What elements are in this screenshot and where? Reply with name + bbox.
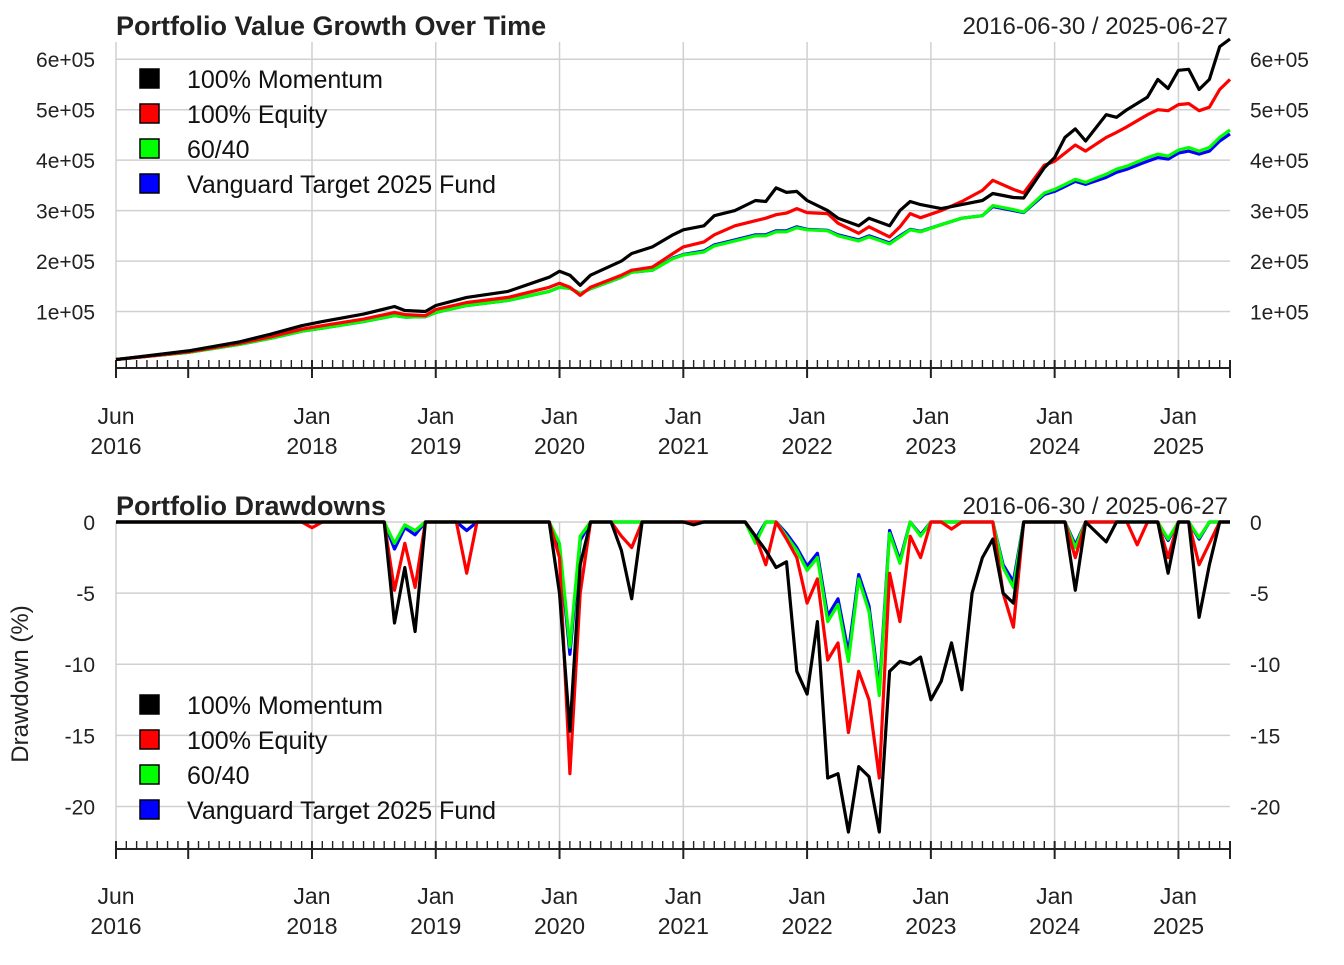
legend-label: 100% Equity [187, 727, 328, 755]
x-tick-label: 2019 [410, 913, 461, 939]
x-tick-label: Jan [1160, 403, 1197, 429]
x-tick-label: Jan [789, 403, 826, 429]
x-tick-label: 2021 [658, 913, 709, 939]
series-line-vanguard-target-2025-fund [115, 132, 1231, 362]
legend-label: 100% Equity [187, 101, 328, 129]
legend-label: Vanguard Target 2025 Fund [187, 797, 496, 825]
y-tick-label-right: 1e+05 [1250, 302, 1309, 325]
chart-panel-2: Jun 2016 Jan 2018 Jan 2019 Jan 2020 Jan 2021 Jan 20… [7, 491, 1280, 939]
legend-swatch [139, 694, 160, 715]
x-tick-label: 2025 [1153, 913, 1204, 939]
y-tick-label-right: 6e+05 [1250, 49, 1309, 72]
legend-label: 60/40 [187, 136, 250, 164]
y-axis-label: Drawdown (%) [7, 605, 34, 762]
x-tick-label: 2016 [90, 913, 141, 939]
y-tick-label-left: 3e+05 [36, 201, 95, 224]
y-tick-label-left: 0 [83, 512, 95, 535]
x-tick-label: 2023 [905, 433, 956, 459]
y-tick-label-left: -20 [65, 796, 95, 819]
x-tick-label: Jan [1036, 883, 1073, 909]
x-tick-label: 2019 [410, 433, 461, 459]
y-tick-label-left: 6e+05 [36, 49, 95, 72]
y-tick-label-left: 1e+05 [36, 302, 95, 325]
x-tick-label: 2025 [1153, 433, 1204, 459]
series-line-100-equity [115, 78, 1232, 362]
y-tick-label-left: -15 [65, 725, 95, 748]
x-tick-label: Jan [293, 403, 330, 429]
legend-label: 60/40 [187, 762, 250, 790]
x-tick-label: 2018 [286, 913, 337, 939]
x-tick-label: Jan [665, 883, 702, 909]
y-tick-label-right: 5e+05 [1250, 100, 1309, 123]
x-tick-label: 2020 [534, 433, 585, 459]
y-tick-label-left: -10 [65, 654, 95, 677]
series-line-60-40 [115, 128, 1231, 362]
legend-swatch [139, 68, 160, 89]
y-tick-label-left: 4e+05 [36, 150, 95, 173]
y-tick-label-right: -20 [1250, 796, 1280, 819]
x-tick-label: 2022 [782, 913, 833, 939]
date-range-label: 2016-06-30 / 2025-06-27 [962, 13, 1228, 40]
legend-swatch [139, 173, 160, 194]
chart-title: Portfolio Drawdowns [116, 491, 386, 521]
y-tick-label-right: 2e+05 [1250, 251, 1309, 274]
x-tick-label: 2024 [1029, 913, 1080, 939]
y-tick-label-left: 2e+05 [36, 251, 95, 274]
chart-panel-1: Jun 2016 Jan 2018 Jan 2019 Jan 2020 Jan 2021 Jan 20… [36, 11, 1309, 459]
series-line-100-momentum [116, 520, 1230, 834]
x-tick-label: Jan [665, 403, 702, 429]
x-tick-label: 2016 [90, 433, 141, 459]
y-tick-label-right: -10 [1250, 654, 1280, 677]
x-tick-label: 2024 [1029, 433, 1080, 459]
x-tick-label: 2018 [286, 433, 337, 459]
y-tick-label-left: 5e+05 [36, 100, 95, 123]
x-tick-label: Jan [1160, 883, 1197, 909]
series-line-60-40 [116, 520, 1230, 698]
x-tick-label: Jan [541, 883, 578, 909]
chart-title: Portfolio Value Growth Over Time [116, 11, 546, 41]
y-tick-label-right: -15 [1250, 725, 1280, 748]
x-tick-label: Jan [912, 403, 949, 429]
x-tick-label: Jan [293, 883, 330, 909]
y-tick-label-right: -5 [1250, 583, 1269, 606]
legend-swatch [139, 729, 160, 750]
x-tick-label: Jan [1036, 403, 1073, 429]
x-tick-label: Jan [417, 883, 454, 909]
legend-swatch [139, 764, 160, 785]
legend-swatch [139, 138, 160, 159]
x-tick-label: Jun [97, 403, 134, 429]
y-tick-label-right: 0 [1250, 512, 1262, 535]
legend-label: Vanguard Target 2025 Fund [187, 171, 496, 199]
x-tick-label: 2021 [658, 433, 709, 459]
x-tick-label: Jan [541, 403, 578, 429]
legend-label: 100% Momentum [187, 692, 383, 720]
x-tick-label: Jan [417, 403, 454, 429]
x-tick-label: Jan [912, 883, 949, 909]
y-tick-label-right: 4e+05 [1250, 150, 1309, 173]
legend-label: 100% Momentum [187, 66, 383, 94]
x-tick-label: Jan [789, 883, 826, 909]
legend-swatch [139, 799, 160, 820]
x-tick-label: 2023 [905, 913, 956, 939]
date-range-label: 2016-06-30 / 2025-06-27 [962, 493, 1228, 520]
legend-swatch [139, 103, 160, 124]
x-tick-label: 2020 [534, 913, 585, 939]
y-tick-label-right: 3e+05 [1250, 201, 1309, 224]
y-tick-label-left: -5 [76, 583, 95, 606]
x-tick-label: Jun [97, 883, 134, 909]
series-line-100-momentum [115, 37, 1231, 362]
x-tick-label: 2022 [782, 433, 833, 459]
